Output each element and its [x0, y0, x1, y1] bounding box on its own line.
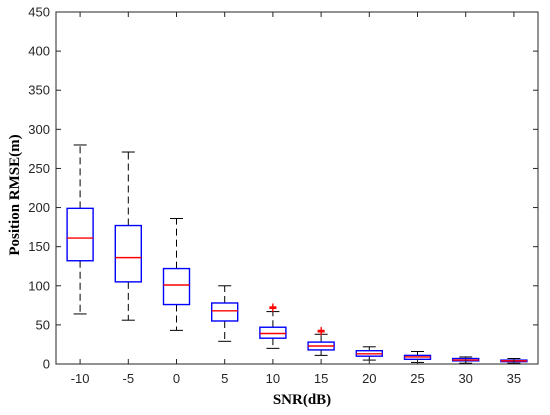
outlier-marker [317, 326, 325, 334]
x-tick-label: 20 [362, 371, 376, 386]
axes-frame [55, 11, 539, 365]
box-iqr [210, 302, 239, 322]
box-5 [210, 285, 239, 342]
x-tick-label: 30 [458, 371, 472, 386]
y-tick-label: 150 [28, 239, 50, 254]
plot-area [66, 144, 528, 364]
x-tick-label: 0 [173, 371, 180, 386]
y-axis-title: Position RMSE(m) [7, 134, 23, 255]
box-iqr [259, 326, 287, 339]
x-tick-label: 10 [266, 371, 280, 386]
y-tick-label: 300 [28, 122, 50, 137]
axes: 0 50 100 150 200 250 300 350 400 450 -10 -5 0 5 10 15 20… [28, 5, 539, 386]
x-axis-title: SNR(dB) [273, 392, 331, 408]
y-tick-label: 200 [28, 200, 50, 215]
y-tick-label: 250 [28, 161, 50, 176]
x-tick-label: -5 [123, 371, 135, 386]
x-tick-label: -10 [71, 371, 90, 386]
box-10 [259, 303, 287, 349]
y-tick-label: 100 [28, 278, 50, 293]
y-tick-label: 50 [36, 317, 50, 332]
x-tick-label: 15 [314, 371, 328, 386]
y-tick-label: 450 [28, 5, 50, 20]
y-tick-label: 400 [28, 44, 50, 59]
box-20 [355, 346, 383, 361]
box-iqr [66, 207, 94, 262]
box--5 [114, 151, 143, 321]
x-tick-label: 5 [221, 371, 228, 386]
outlier-marker [269, 303, 277, 311]
box--10 [66, 144, 94, 315]
y-tick-label: 0 [43, 357, 50, 372]
y-tick-label: 350 [28, 83, 50, 98]
x-tick-label: 35 [507, 371, 521, 386]
box-iqr [162, 267, 191, 306]
x-tick-label: 25 [410, 371, 424, 386]
box-15 [307, 326, 335, 356]
box-0 [162, 218, 191, 331]
box-iqr [114, 224, 143, 283]
